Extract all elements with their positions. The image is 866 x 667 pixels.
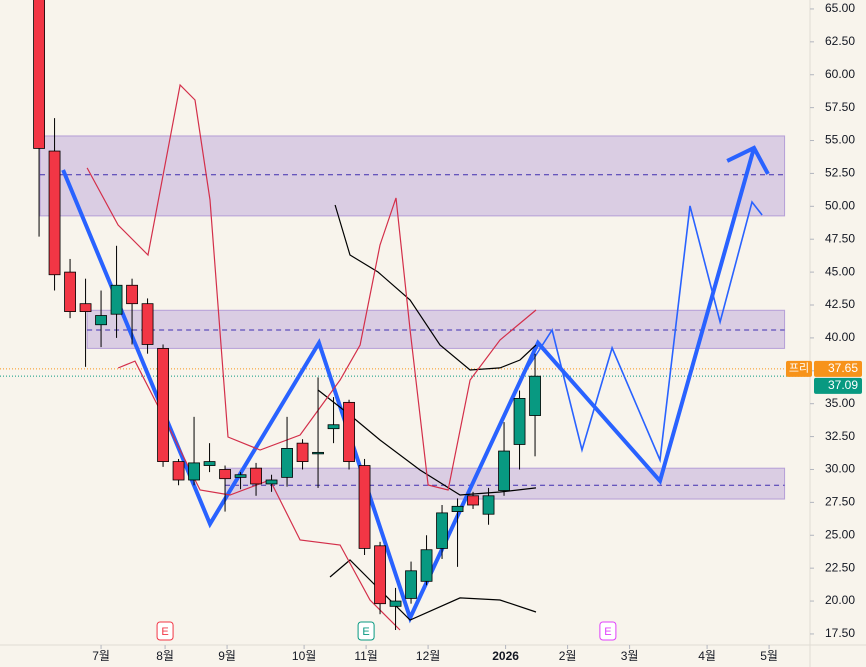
candle-body (157, 348, 169, 462)
x-tick-label: 12월 (416, 649, 440, 663)
x-tick-label: 10월 (292, 649, 316, 663)
candle-body (451, 505, 464, 512)
x-tick-label: 2월 (559, 649, 577, 663)
candle-body (312, 451, 324, 455)
candle-body (436, 512, 448, 549)
candle-body (358, 465, 371, 549)
candle-body (79, 303, 92, 312)
y-tick-label: 22.50 (825, 560, 855, 574)
candle-body (234, 474, 247, 478)
price-tag-label: 37.09 (828, 378, 858, 392)
x-tick-label: 7월 (92, 649, 110, 663)
y-tick-label: 17.50 (825, 626, 855, 640)
y-tick-label: 62.50 (825, 34, 855, 48)
x-tick-label: 5월 (760, 649, 778, 663)
candle-body (327, 424, 340, 430)
candle-body (33, 0, 45, 149)
zone (39, 135, 786, 217)
candle-body (296, 442, 309, 462)
y-tick-label: 55.00 (825, 133, 855, 147)
y-tick-label: 52.50 (825, 166, 855, 180)
y-tick-label: 65.00 (825, 1, 855, 15)
x-tick-label: 9월 (218, 649, 236, 663)
price-tag (814, 360, 862, 377)
y-tick-label: 32.50 (825, 429, 855, 443)
event-badge (599, 621, 617, 641)
candle-body (110, 284, 123, 315)
candle-body (513, 398, 526, 445)
y-tick-label: 45.00 (825, 264, 855, 278)
candle-body (405, 570, 417, 599)
candle-body (281, 448, 293, 478)
candle-body (172, 461, 185, 481)
y-tick-label: 50.00 (825, 198, 855, 212)
y-tick-label: 20.00 (825, 593, 855, 607)
price-tag-name: 프리 (789, 362, 809, 375)
candle-body (64, 271, 76, 312)
indicator-line (117, 360, 401, 631)
x-tick-label: 2026 (492, 649, 519, 663)
candle-body (219, 469, 231, 480)
candle-body (48, 150, 61, 276)
event-label: E (161, 626, 168, 638)
indicator-line (329, 559, 537, 621)
price-tag-label: 37.65 (828, 361, 858, 375)
indicator-line (519, 200, 763, 464)
x-tick-label: 11월 (354, 649, 378, 663)
candle-body (389, 600, 402, 607)
candle-body (250, 467, 262, 485)
candle-body (95, 315, 107, 326)
y-tick-label: 47.50 (825, 231, 855, 245)
x-tick-label: 8월 (156, 649, 174, 663)
price-tag (814, 377, 862, 394)
x-tick-label: 4월 (698, 649, 716, 663)
indicator-line (86, 83, 537, 491)
indicator-line (334, 204, 537, 371)
candle-body (482, 495, 495, 515)
event-label: E (362, 626, 369, 638)
y-tick-label: 60.00 (825, 67, 855, 81)
candle-body (188, 462, 200, 481)
candle-body (374, 545, 386, 605)
candle-body (203, 461, 216, 466)
candle-body (265, 479, 278, 485)
price-tag-name-bg (786, 360, 812, 377)
y-tick-label: 42.50 (825, 297, 855, 311)
event-badge (156, 621, 174, 641)
y-tick-label: 57.50 (825, 100, 855, 114)
y-tick-label: 30.00 (825, 462, 855, 476)
y-tick-label: 40.00 (825, 330, 855, 344)
candle-body (529, 375, 541, 416)
zone (86, 309, 786, 349)
candle-body (126, 284, 138, 305)
candle-body (141, 303, 154, 345)
candle-body (498, 450, 510, 491)
event-badge (357, 621, 375, 641)
indicator-line (61, 145, 770, 624)
candle-body (467, 495, 479, 506)
y-tick-label: 25.00 (825, 527, 855, 541)
candle-body (343, 401, 355, 462)
y-tick-label: 35.00 (825, 396, 855, 410)
x-tick-label: 3월 (621, 649, 639, 663)
y-tick-label: 27.50 (825, 495, 855, 509)
candle-body (420, 549, 433, 582)
event-label: E (604, 626, 611, 638)
